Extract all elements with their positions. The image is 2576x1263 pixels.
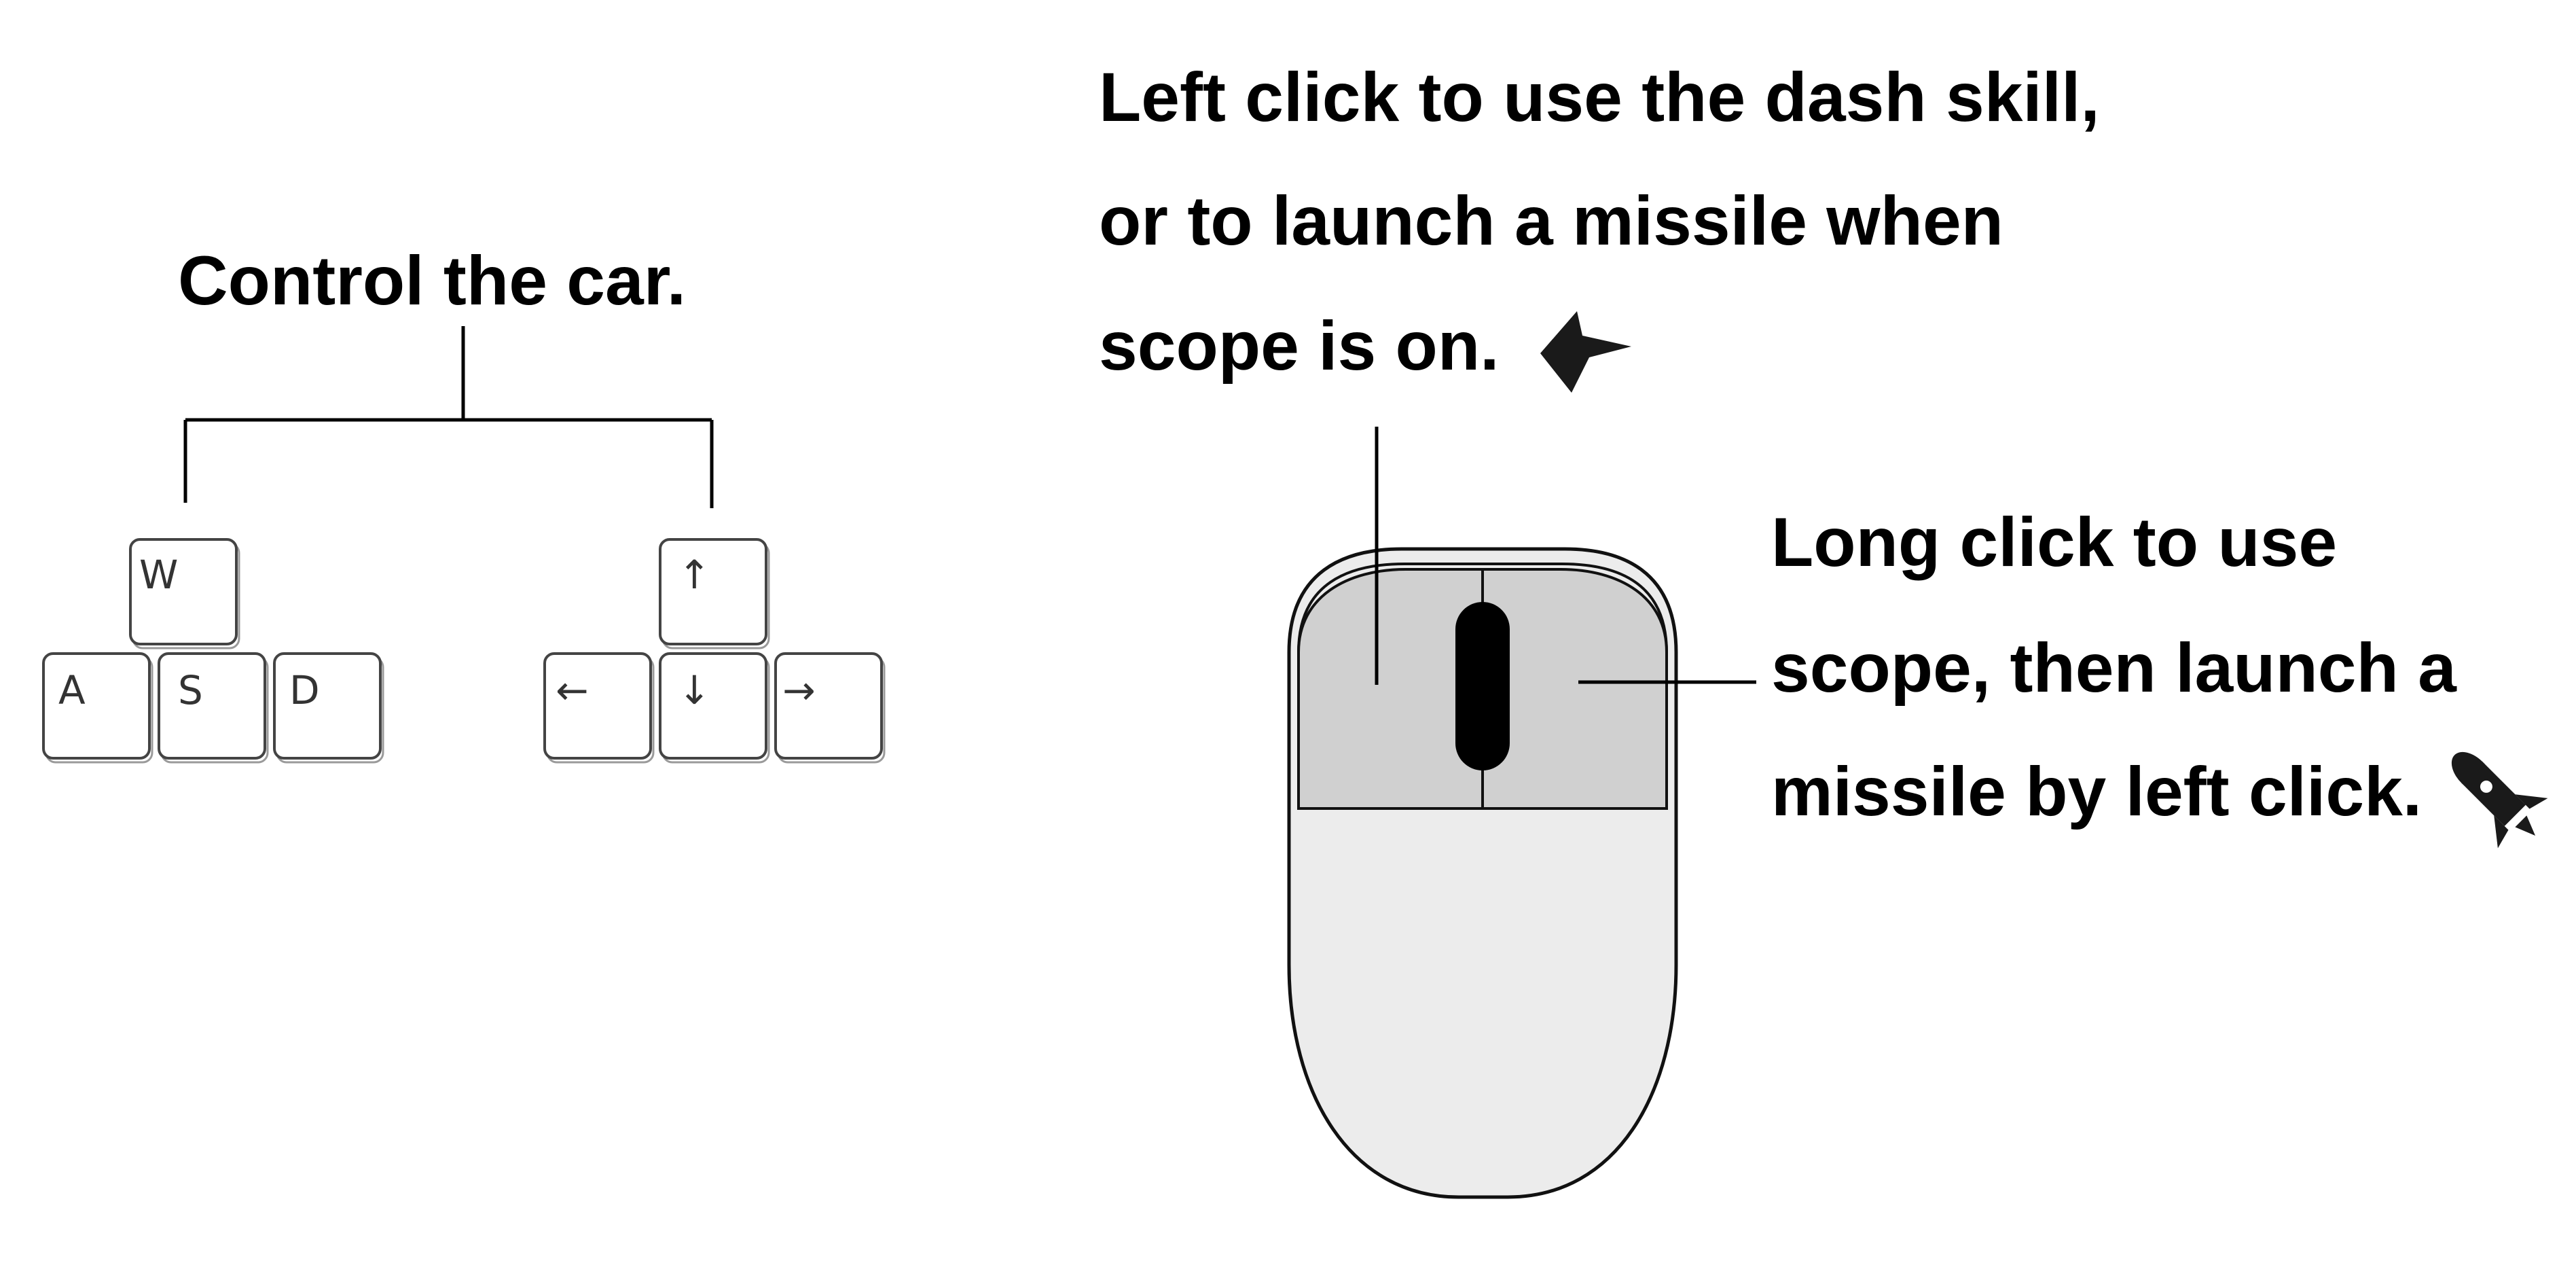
key-up-label: ↑ xyxy=(678,552,711,598)
right-caption-line-1: Long click to use xyxy=(1771,503,2337,581)
right-caption-line-2: scope, then launch a xyxy=(1771,629,2457,707)
key-up: ↑ xyxy=(659,538,770,650)
key-d: D xyxy=(273,652,384,764)
mouse-illustration xyxy=(1287,547,1678,1199)
left-mouse-button[interactable] xyxy=(1297,568,1484,810)
key-right: → xyxy=(774,652,886,764)
right-mouse-button[interactable] xyxy=(1481,568,1668,810)
long-click-caption: Long click to use scope, then launch a m… xyxy=(1771,503,2457,830)
wasd-keys: W A S D xyxy=(42,538,384,764)
left-caption-line-2: or to launch a missile when xyxy=(1099,182,2003,260)
key-down-label: ↓ xyxy=(678,667,711,713)
arrow-keys: ↑ ← ↓ → xyxy=(543,538,886,764)
key-a: A xyxy=(42,652,153,764)
key-s-label: S xyxy=(178,667,203,713)
left-caption-line-1: Left click to use the dash skill, xyxy=(1099,58,2100,136)
key-w: W xyxy=(129,538,240,650)
keyboard-caption: Control the car. xyxy=(178,242,686,319)
key-left-label: ← xyxy=(556,667,589,713)
key-d-label: D xyxy=(289,667,320,713)
dash-arrow-icon xyxy=(1540,311,1631,393)
left-click-caption: Left click to use the dash skill, or to … xyxy=(1099,58,2100,385)
key-s: S xyxy=(158,652,269,764)
key-right-label: → xyxy=(782,667,816,713)
key-left: ← xyxy=(543,652,655,764)
scroll-wheel[interactable] xyxy=(1455,602,1510,770)
key-w-label: W xyxy=(139,552,178,598)
left-caption-line-3: scope is on. xyxy=(1099,307,1500,385)
key-a-label: A xyxy=(58,667,86,713)
missile-icon xyxy=(2451,751,2548,849)
keyboard-connector xyxy=(183,326,714,508)
right-caption-line-3: missile by left click. xyxy=(1771,753,2422,830)
key-down: ↓ xyxy=(659,652,770,764)
